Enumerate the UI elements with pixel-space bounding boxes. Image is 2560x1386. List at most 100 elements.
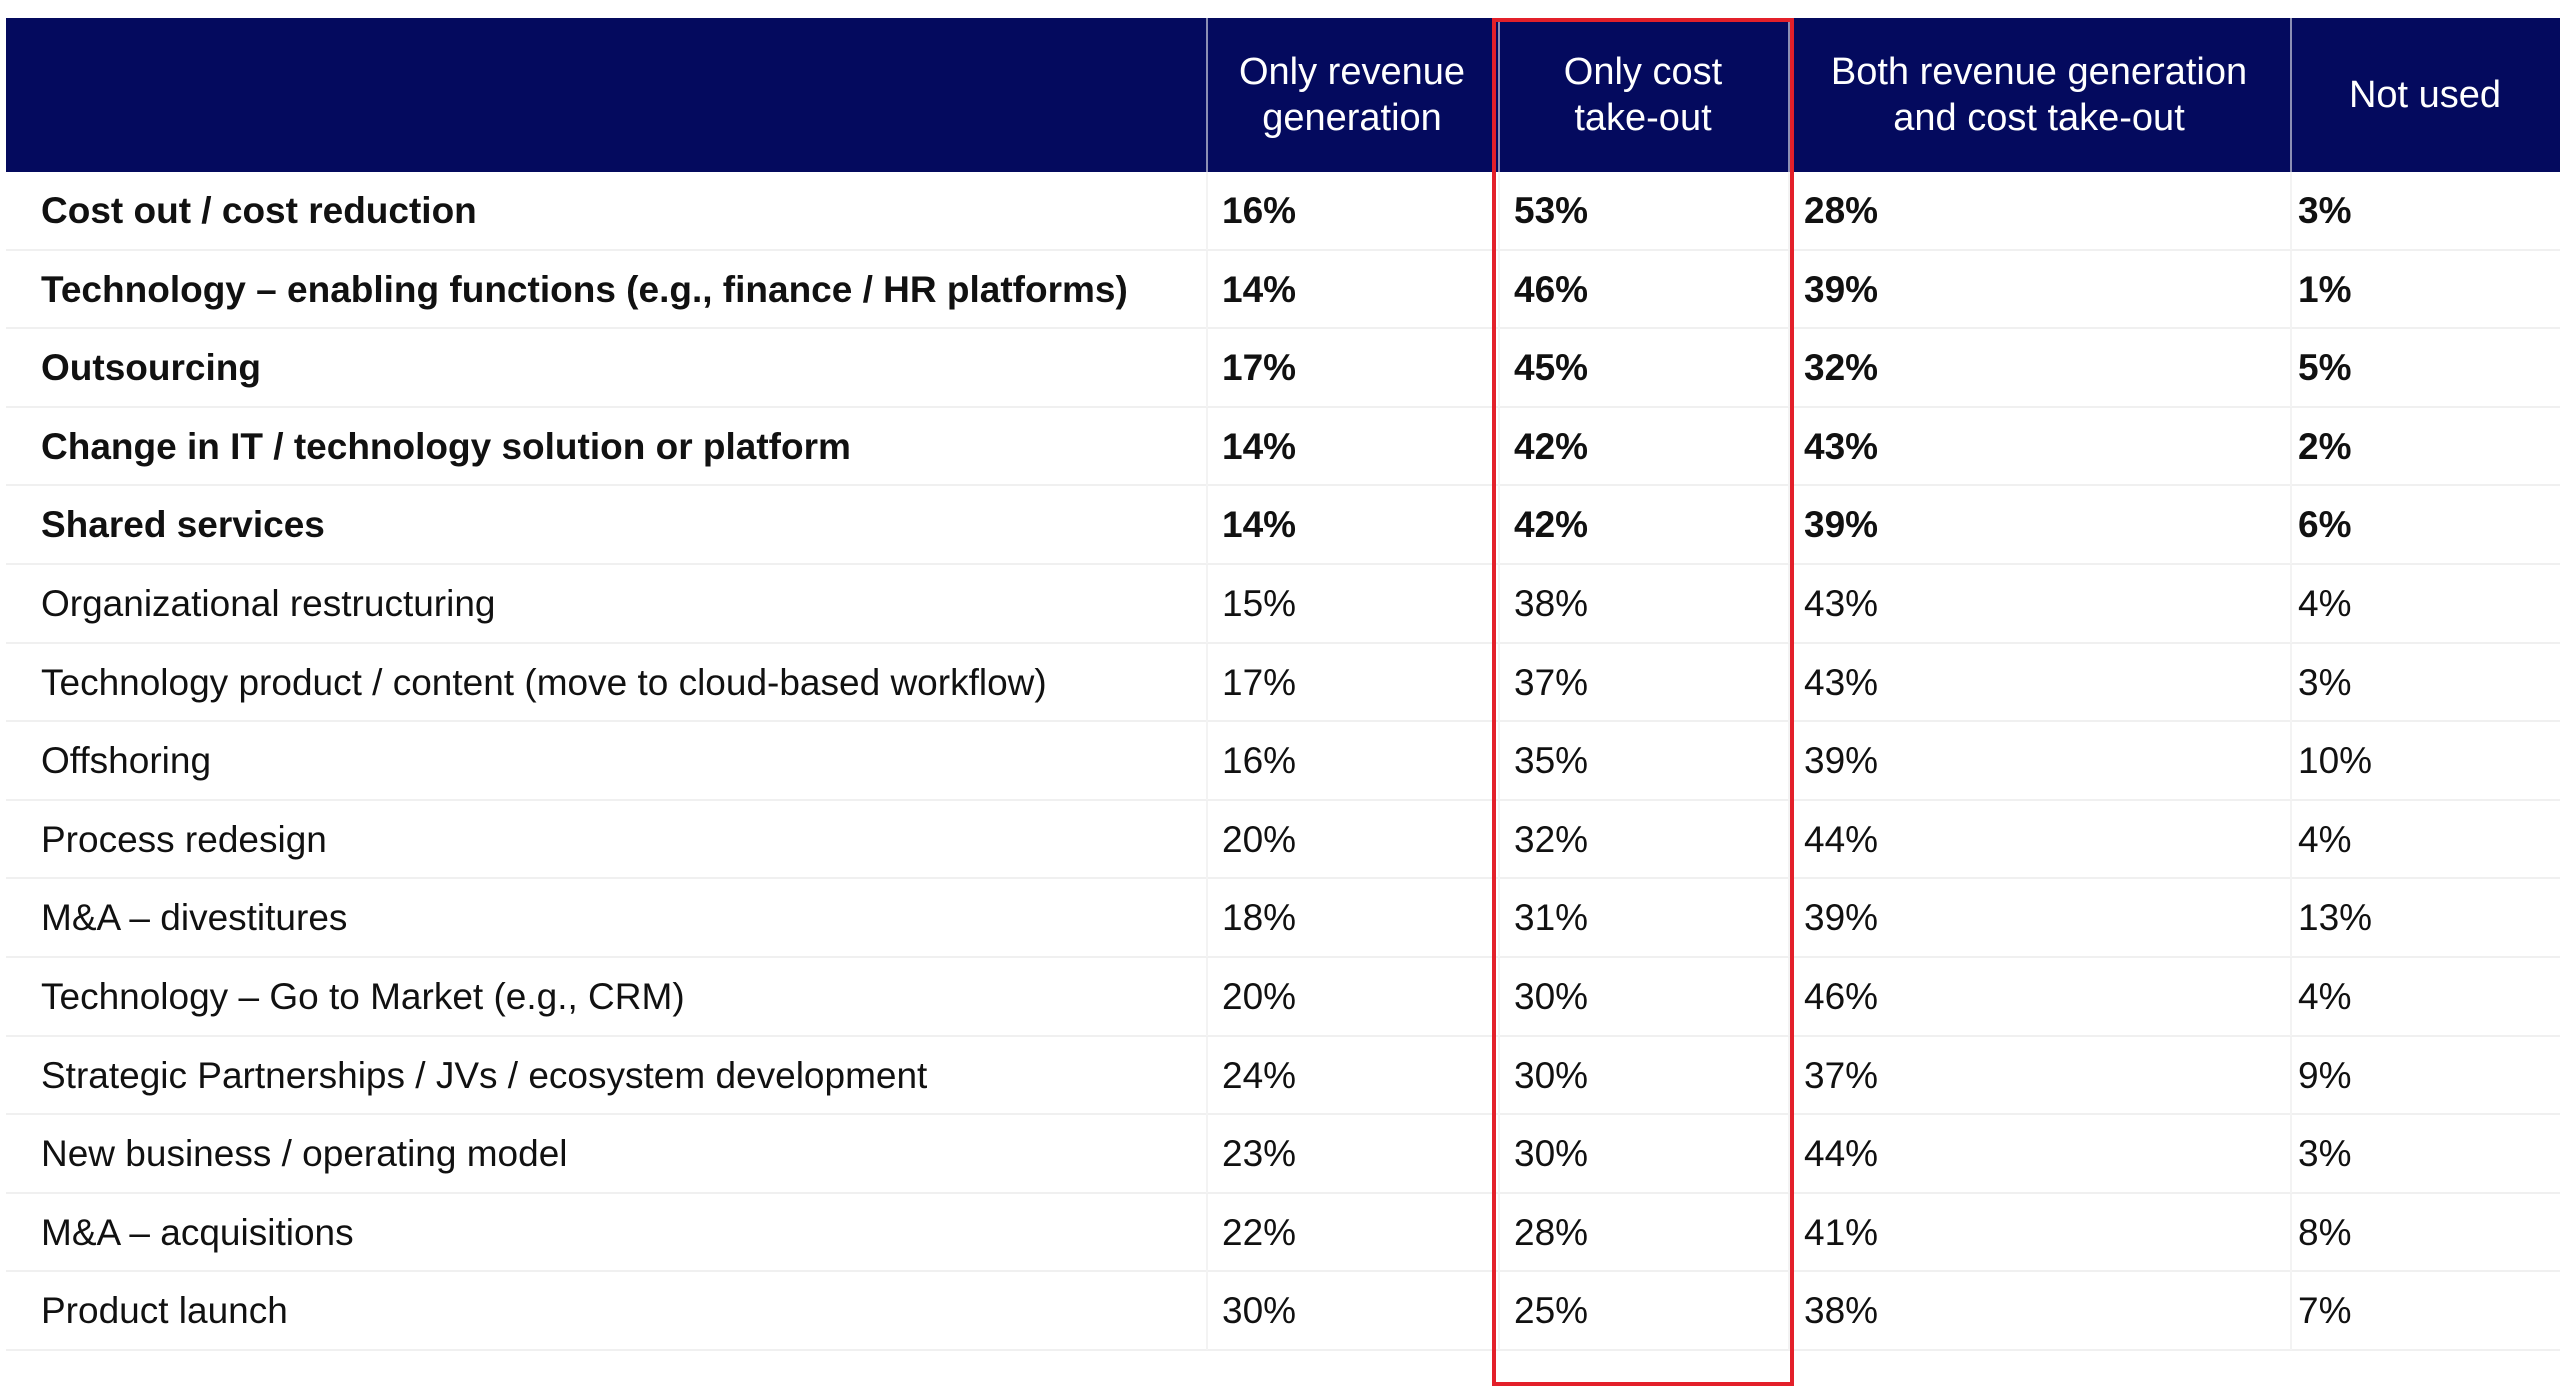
row-divider <box>1498 329 1500 408</box>
cell-only-revenue: 15% <box>1222 583 1297 624</box>
header-divider <box>1206 18 1208 172</box>
row-divider <box>1206 643 1208 722</box>
row-divider <box>2290 250 2292 329</box>
cell-only-cost: 46% <box>1514 268 1589 310</box>
table-row: Outsourcing 17% 45% 32% 5% <box>6 329 2560 408</box>
cell-only-cost: 30% <box>1514 1054 1589 1096</box>
row-divider <box>2290 643 2292 722</box>
row-divider <box>1788 407 1790 486</box>
row-divider <box>1206 1036 1208 1115</box>
cell-not-used: 4% <box>2298 583 2352 624</box>
row-divider <box>1206 407 1208 486</box>
cell-both: 39% <box>1804 268 1879 310</box>
cell-not-used: 4% <box>2298 976 2352 1017</box>
cell-both: 44% <box>1804 818 1879 860</box>
cell-only-cost: 35% <box>1514 740 1589 782</box>
cell-only-revenue: 22% <box>1222 1211 1297 1253</box>
cell-not-used: 6% <box>2298 504 2352 546</box>
row-divider <box>1206 250 1208 329</box>
table-row: Shared services 14% 42% 39% 6% <box>6 486 2560 565</box>
row-divider <box>1498 1193 1500 1272</box>
row-divider <box>1498 407 1500 486</box>
row-divider <box>1206 800 1208 879</box>
cell-only-cost: 38% <box>1514 583 1589 624</box>
table-row: Strategic Partnerships / JVs / ecosystem… <box>6 1036 2560 1116</box>
row-divider <box>2290 800 2292 879</box>
cell-only-cost: 45% <box>1514 347 1589 389</box>
cell-only-revenue: 14% <box>1222 268 1297 310</box>
row-divider <box>1788 1272 1790 1351</box>
row-divider <box>1788 565 1790 643</box>
cell-both: 28% <box>1804 190 1879 231</box>
cell-only-cost: 25% <box>1514 1290 1589 1332</box>
header-only-cost: Only cost take-out <box>1563 51 1723 139</box>
table-row: Product launch 30% 25% 38% 7% <box>6 1272 2560 1351</box>
row-label: M&A – acquisitions <box>41 1211 354 1253</box>
row-divider <box>1498 565 1500 643</box>
row-divider <box>2290 172 2292 250</box>
cell-both: 32% <box>1804 347 1879 389</box>
row-divider <box>1498 1272 1500 1351</box>
table-row: Organizational restructuring 15% 38% 43% 4% <box>6 565 2560 644</box>
cell-not-used: 13% <box>2298 897 2373 939</box>
cell-only-cost: 53% <box>1514 190 1589 231</box>
row-label: Outsourcing <box>41 347 261 389</box>
table-row: Change in IT / technology solution or pl… <box>6 407 2560 487</box>
cell-only-cost: 31% <box>1514 897 1589 939</box>
cell-not-used: 1% <box>2298 268 2352 310</box>
row-divider <box>1206 172 1208 250</box>
table-row: Offshoring 16% 35% 39% 10% <box>6 722 2560 801</box>
row-divider <box>1788 250 1790 329</box>
cell-only-revenue: 20% <box>1222 818 1297 860</box>
row-label: M&A – divestitures <box>41 897 348 939</box>
cell-not-used: 9% <box>2298 1054 2352 1096</box>
row-divider <box>1206 486 1208 565</box>
cell-both: 39% <box>1804 740 1879 782</box>
cell-not-used: 7% <box>2298 1290 2352 1332</box>
cell-not-used: 8% <box>2298 1211 2352 1253</box>
row-divider <box>1498 486 1500 565</box>
row-divider <box>1206 1193 1208 1272</box>
table-row: Process redesign 20% 32% 44% 4% <box>6 800 2560 880</box>
row-divider <box>1788 958 1790 1036</box>
cell-only-revenue: 14% <box>1222 504 1297 546</box>
cell-only-revenue: 16% <box>1222 190 1297 231</box>
row-divider <box>1206 722 1208 801</box>
cell-only-revenue: 18% <box>1222 897 1297 939</box>
header-divider <box>1498 18 1500 172</box>
row-divider <box>2290 329 2292 408</box>
cell-only-cost: 30% <box>1514 1133 1589 1175</box>
row-label: Shared services <box>41 504 325 546</box>
row-divider <box>1788 1193 1790 1272</box>
row-divider <box>1206 879 1208 958</box>
cell-both: 39% <box>1804 504 1879 546</box>
table-header: Only revenue generation Only cost take-o… <box>6 18 2560 172</box>
table-row: Cost out / cost reduction 16% 53% 28% 3% <box>6 172 2560 251</box>
row-divider <box>1498 722 1500 801</box>
table-row: Technology – enabling functions (e.g., f… <box>6 250 2560 330</box>
table-row: Technology product / content (move to cl… <box>6 643 2560 723</box>
row-divider <box>1788 172 1790 250</box>
row-divider <box>1206 565 1208 643</box>
row-label: Technology – Go to Market (e.g., CRM) <box>41 976 685 1017</box>
row-label: Organizational restructuring <box>41 583 496 624</box>
row-divider <box>2290 879 2292 958</box>
cell-not-used: 3% <box>2298 1133 2352 1175</box>
row-divider <box>1788 329 1790 408</box>
row-divider <box>1206 958 1208 1036</box>
row-divider <box>1498 172 1500 250</box>
header-divider <box>1788 18 1790 172</box>
cell-both: 43% <box>1804 583 1879 624</box>
row-label: New business / operating model <box>41 1133 568 1175</box>
table-row: M&A – divestitures 18% 31% 39% 13% <box>6 879 2560 958</box>
cell-only-revenue: 17% <box>1222 347 1297 389</box>
cell-both: 44% <box>1804 1133 1879 1175</box>
row-divider <box>2290 486 2292 565</box>
row-divider <box>1788 800 1790 879</box>
cell-only-cost: 32% <box>1514 818 1589 860</box>
row-divider <box>1788 486 1790 565</box>
cell-only-revenue: 20% <box>1222 976 1297 1017</box>
cell-not-used: 3% <box>2298 661 2352 703</box>
row-label: Change in IT / technology solution or pl… <box>41 425 851 467</box>
row-divider <box>1788 643 1790 722</box>
